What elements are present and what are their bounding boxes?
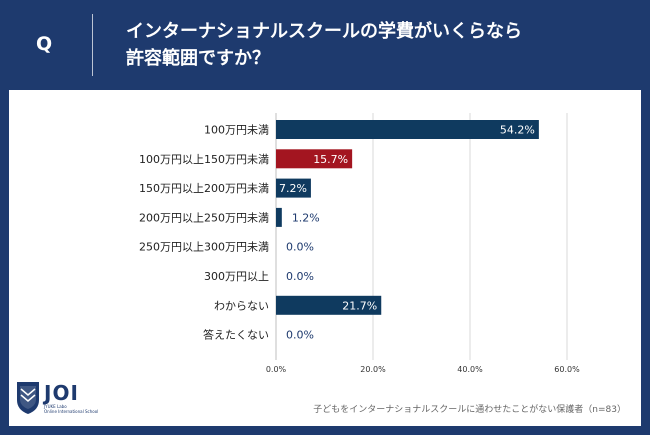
x-tick-label: 60.0% (554, 365, 580, 374)
category-label: 答えたくない (203, 328, 269, 342)
category-label: 300万円以上 (204, 270, 269, 283)
value-label: 15.7% (313, 153, 348, 166)
category-label: わからない (214, 299, 269, 312)
logo-wordmark: JOI (44, 381, 79, 405)
chart-panel (9, 90, 641, 426)
value-label: 0.0% (286, 241, 314, 254)
value-label: 0.0% (286, 270, 314, 283)
joi-logo-icon (17, 382, 39, 414)
header-divider (92, 14, 93, 76)
x-tick-label: 0.0% (266, 365, 287, 374)
question-line-1: インターナショナルスクールの学費がいくらなら (126, 21, 522, 42)
question-header: Q インターナショナルスクールの学費がいくらなら 許容範囲ですか？ (0, 0, 650, 90)
category-label: 100万円未満 (204, 124, 269, 137)
value-label: 7.2% (279, 182, 307, 195)
x-tick-label: 40.0% (457, 365, 483, 374)
category-label: 200万円以上250万円未満 (139, 211, 269, 224)
logo-sub-line-1: JYUKE Labo (44, 404, 67, 409)
category-label: 150万円以上200万円未満 (139, 182, 269, 195)
question-marker: Q (36, 33, 53, 55)
logo-subtitle: JYUKE Labo Online International School (44, 404, 98, 414)
value-label: 21.7% (342, 299, 377, 312)
bar (276, 295, 382, 315)
logo-sub-line-2: Online International School (44, 409, 99, 414)
value-label: 0.0% (286, 329, 314, 342)
question-title: インターナショナルスクールの学費がいくらなら 許容範囲ですか？ (126, 18, 626, 72)
value-label: 54.2% (500, 124, 535, 137)
bar (276, 178, 311, 198)
sample-footnote: 子どもをインターナショナルスクールに通わせたことがない保護者（n=83） (313, 405, 626, 415)
value-label: 1.2% (292, 211, 320, 224)
bar (276, 207, 282, 227)
bar (276, 120, 539, 139)
category-label: 250万円以上300万円未満 (139, 241, 269, 254)
bar (276, 149, 353, 169)
x-tick-label: 20.0% (360, 365, 386, 374)
question-line-2: 許容範囲ですか？ (126, 48, 270, 69)
category-label: 100万円以上150万円未満 (139, 153, 269, 166)
